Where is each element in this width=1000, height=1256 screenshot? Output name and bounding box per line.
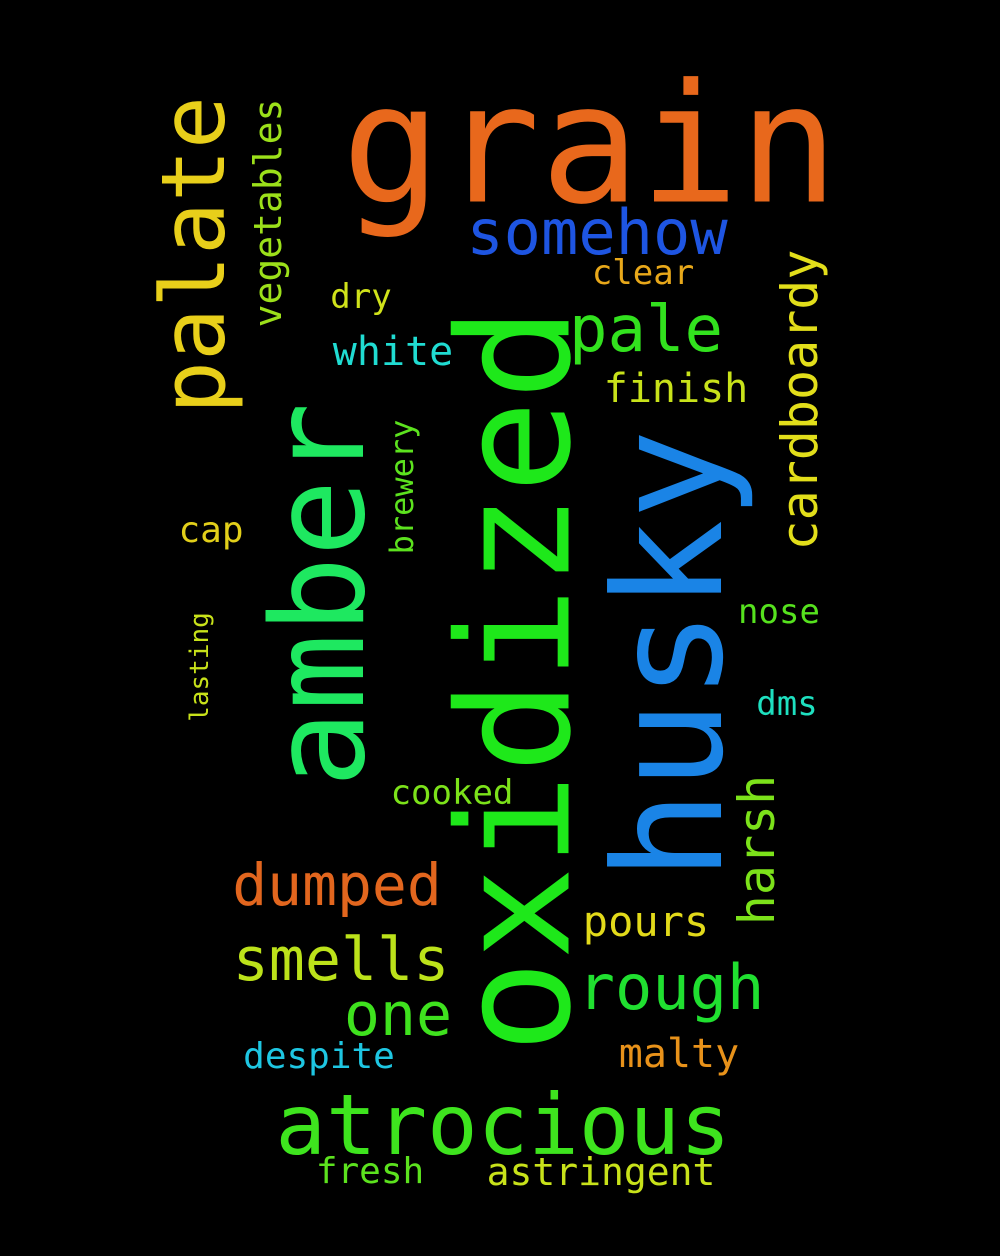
word-astringent: astringent <box>486 1150 716 1194</box>
word-smells: smells <box>232 925 450 995</box>
word-somehow: somehow <box>466 196 728 269</box>
word-one: one <box>343 980 453 1050</box>
word-harsh: harsh <box>728 774 786 926</box>
word-nose: nose <box>738 592 820 632</box>
word-despite: despite <box>243 1036 395 1077</box>
word-vegetables: vegetables <box>246 98 290 328</box>
word-lasting: lasting <box>185 612 215 722</box>
word-oxidized: oxidized <box>424 306 606 1054</box>
word-cooked: cooked <box>390 773 514 813</box>
word-dms: dms <box>756 684 818 724</box>
word-white: white <box>332 329 454 375</box>
word-rough: rough <box>577 951 765 1024</box>
word-cap: cap <box>178 510 244 551</box>
word-amber: amber <box>245 402 394 788</box>
word-clear: clear <box>591 253 695 293</box>
word-malty: malty <box>618 1031 740 1077</box>
word-pours: pours <box>582 897 710 946</box>
word-pale: pale <box>568 293 724 367</box>
word-finish: finish <box>603 366 749 412</box>
word-fresh: fresh <box>315 1151 425 1192</box>
word-dry: dry <box>330 277 392 317</box>
word-husky: husky <box>583 429 757 881</box>
word-cardboardy: cardboardy <box>771 249 829 551</box>
word-dumped: dumped <box>232 851 442 919</box>
word-palate: palate <box>142 96 245 414</box>
word-grain: grain <box>341 48 839 241</box>
word-atrocious: atrocious <box>275 1076 731 1174</box>
word-brewery: brewery <box>383 419 421 555</box>
